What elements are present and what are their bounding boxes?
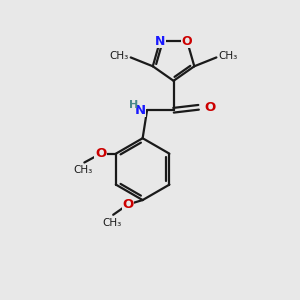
Text: CH₃: CH₃ [73,166,92,176]
Text: H: H [129,100,138,110]
Text: N: N [155,35,165,48]
Text: CH₃: CH₃ [102,218,121,228]
Text: CH₃: CH₃ [219,51,238,61]
Text: N: N [134,104,146,117]
Text: CH₃: CH₃ [109,51,128,61]
Text: O: O [122,198,134,211]
Text: O: O [182,35,193,48]
Text: O: O [95,147,106,160]
Text: O: O [204,101,215,114]
